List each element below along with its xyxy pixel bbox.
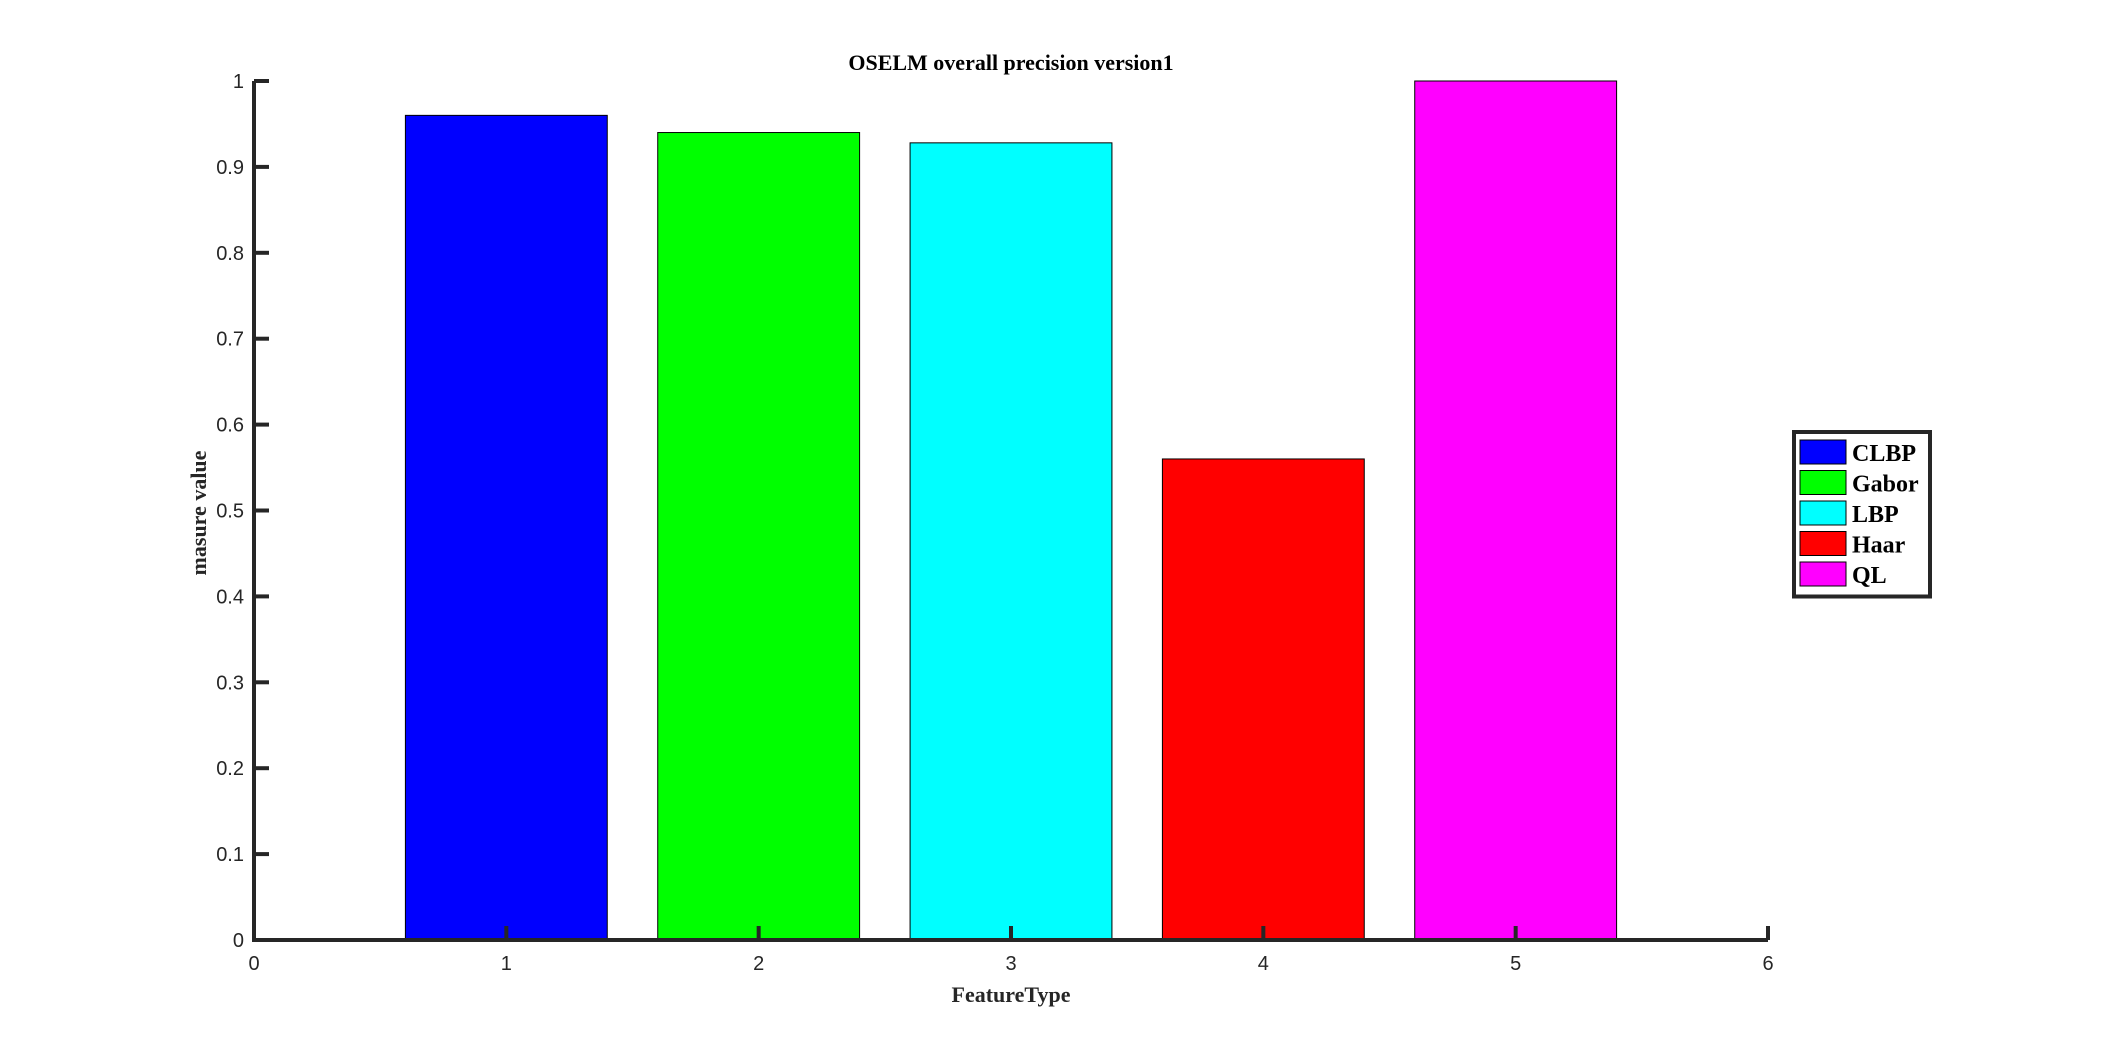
y-tick-label: 0.2: [216, 758, 244, 780]
legend-swatch-clbp: [1799, 439, 1847, 465]
legend-label-haar: Haar: [1852, 533, 1906, 559]
y-tick-label: 0.8: [216, 243, 244, 265]
y-tick-label: 0.7: [216, 329, 244, 351]
bar-clbp: [404, 114, 608, 941]
legend-label-ql: QL: [1852, 563, 1887, 589]
y-tick-label: 0.4: [216, 586, 244, 608]
x-tick-label: 5: [1510, 953, 1521, 975]
y-tick-label: 1: [233, 71, 244, 93]
y-tick-label: 0.3: [216, 672, 244, 694]
y-tick-label: 0: [233, 930, 244, 952]
x-axis-title: FeatureType: [952, 982, 1071, 1007]
x-tick-label: 3: [1005, 953, 1016, 975]
legend-label-clbp: CLBP: [1852, 441, 1916, 467]
bar-gabor: [657, 132, 861, 941]
legend-swatch-lbp: [1799, 500, 1847, 526]
y-tick-label: 0.6: [216, 415, 244, 437]
legend-swatch-haar: [1799, 531, 1847, 556]
x-tick-label: 6: [1762, 953, 1773, 975]
x-tick-label: 4: [1258, 953, 1269, 975]
x-tick-label: 0: [248, 953, 259, 975]
legend-swatch-ql: [1799, 561, 1847, 587]
legend-label-lbp: LBP: [1852, 502, 1899, 528]
y-tick-label: 0.1: [216, 844, 244, 866]
bars-layer: [404, 80, 1618, 941]
y-tick-label: 0.9: [216, 157, 244, 179]
legend-label-gabor: Gabor: [1852, 472, 1919, 498]
bar-lbp: [909, 142, 1113, 941]
legend: CLBP Gabor LBP Haar QL: [1792, 430, 1932, 599]
legend-swatch-gabor: [1799, 470, 1847, 495]
x-tick-label: 1: [501, 953, 512, 975]
y-tick-label: 0.5: [216, 501, 244, 523]
x-tick-label: 2: [753, 953, 764, 975]
chart-title: OSELM overall precision version1: [848, 50, 1173, 75]
y-axis-title: masure value: [186, 450, 211, 575]
axes-layer: 0 1 2 3 4 5 6 0 0.1 0.2 0.3 0.4 0.5 0.6 0.7 0.8 0.9 1: [216, 71, 1773, 975]
bar-haar: [1161, 458, 1365, 941]
bar-ql: [1414, 80, 1618, 941]
